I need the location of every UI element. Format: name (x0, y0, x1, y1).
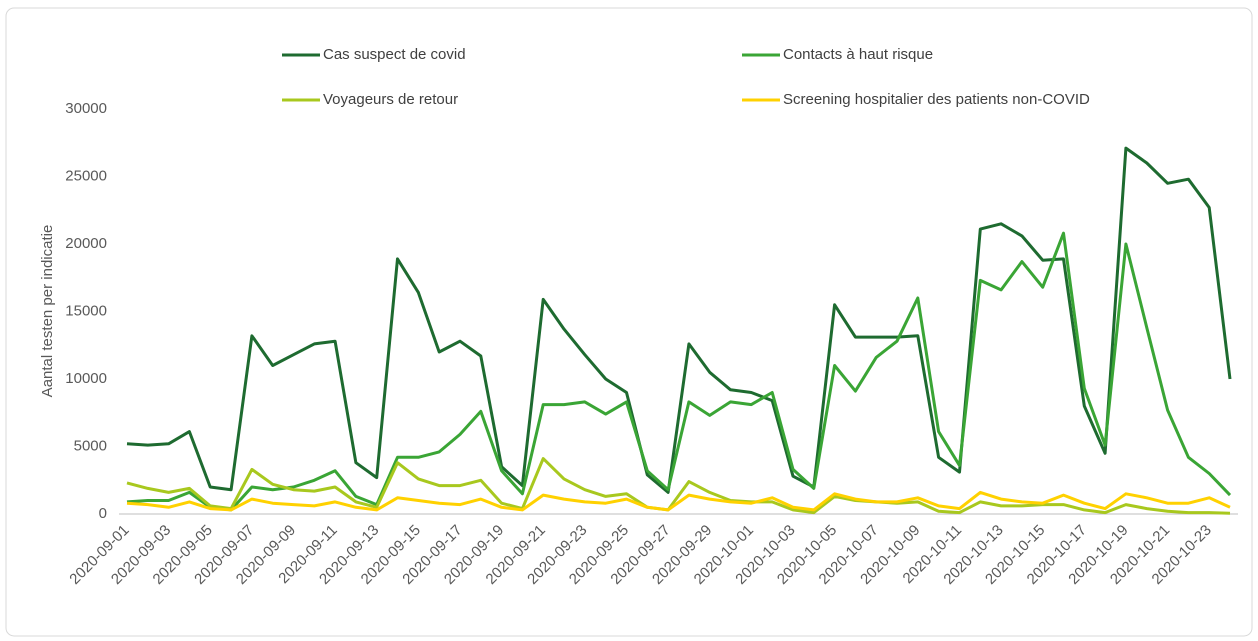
y-tick-label: 10000 (65, 370, 107, 387)
legend-text: Voyageurs de retour (323, 91, 458, 108)
series-line (126, 457, 1231, 515)
y-tick-label: 30000 (65, 100, 107, 117)
series-line (126, 490, 1231, 512)
legend-text: Contacts à haut risque (783, 46, 933, 63)
y-tick-label: 15000 (65, 302, 107, 319)
legend-text: Screening hospitalier des patients non-C… (783, 91, 1090, 108)
y-tick-label: 5000 (74, 437, 107, 454)
y-tick-label: 20000 (65, 235, 107, 252)
y-tick-label: 25000 (65, 167, 107, 184)
y-tick-label: 0 (99, 505, 107, 522)
series-line (126, 146, 1232, 494)
series-line (126, 231, 1232, 512)
legend-text: Cas suspect de covid (323, 46, 466, 63)
y-axis-label: Aantal testen per indicatie (39, 225, 56, 398)
